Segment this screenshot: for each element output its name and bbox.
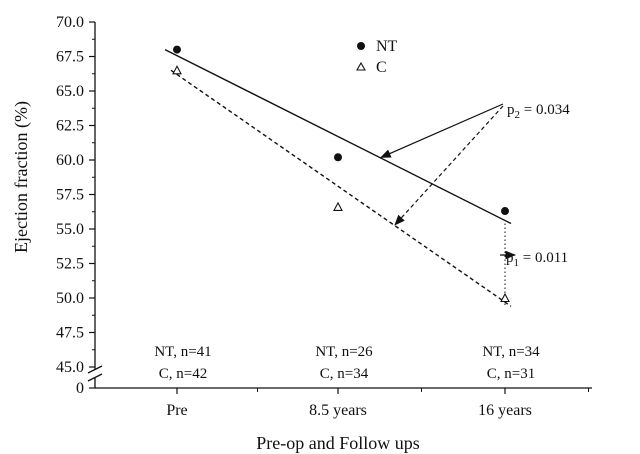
point-c — [500, 292, 510, 303]
point-nt — [334, 153, 342, 162]
sample-size-nt: NT, n=26 — [315, 344, 373, 360]
y-tick-label: 50.0 — [56, 290, 84, 307]
y-axis-title: Ejection fraction (%) — [11, 101, 32, 253]
x-tick-label: Pre — [166, 402, 187, 419]
trend-line-c — [170, 69, 512, 307]
point-c — [172, 65, 182, 75]
sample-size-c: C, n=42 — [159, 366, 207, 382]
y-tick-label: 65.0 — [56, 83, 84, 100]
x-axis-title: Pre-op and Follow ups — [256, 433, 420, 453]
sample-size-c: C, n=34 — [320, 366, 369, 382]
y-tick-label: 57.5 — [56, 187, 84, 204]
y-zero-tick-label: 0 — [76, 380, 84, 397]
legend-nt-marker — [357, 42, 365, 50]
sample-size-nt: NT, n=34 — [482, 344, 540, 360]
y-tick-label: 47.5 — [56, 325, 84, 342]
x-ticks: Pre 8.5 years 16 years — [166, 388, 532, 419]
p1-label: p — [506, 250, 514, 266]
y-tick-label: 60.0 — [56, 152, 84, 169]
p2-arrow-c — [394, 105, 504, 226]
legend-c-marker — [356, 61, 366, 71]
sample-size-nt: NT, n=41 — [154, 344, 211, 360]
legend: NT C — [356, 38, 398, 76]
point-c — [333, 201, 343, 211]
point-nt — [501, 207, 509, 216]
p2-value: = 0.034 — [520, 102, 570, 118]
y-tick-label: 62.5 — [56, 118, 84, 135]
legend-nt-label: NT — [376, 38, 398, 55]
x-tick-label: 16 years — [478, 402, 532, 419]
p1-value: = 0.011 — [519, 250, 568, 266]
y-tick-label: 67.5 — [56, 49, 84, 66]
y-tick-label: 70.0 — [56, 14, 84, 31]
trend-line-nt — [164, 48, 512, 225]
trend-lines — [164, 48, 512, 307]
p2-subscript: 2 — [515, 109, 521, 121]
y-tick-label: 55.0 — [56, 221, 84, 238]
axis-break-symbol — [87, 365, 103, 382]
point-nt — [173, 45, 181, 54]
p2-label: p — [507, 102, 515, 118]
sample-size-labels: NT, n=41 C, n=42 NT, n=26 C, n=34 NT, n=34 C,… — [154, 344, 540, 382]
data-markers — [172, 45, 510, 303]
p1-annotation: p1 = 0.011 — [506, 250, 568, 269]
y-tick-label: 45.0 — [56, 359, 84, 376]
annotation-connectors — [380, 103, 517, 307]
p2-annotation: p2 = 0.034 — [507, 102, 570, 121]
p1-subscript: 1 — [514, 257, 520, 269]
y-tick-label: 52.5 — [56, 256, 84, 273]
x-tick-label: 8.5 years — [309, 402, 367, 419]
sample-size-c: C, n=31 — [487, 366, 535, 382]
p2-arrow-nt — [380, 103, 504, 158]
x-minor-ticks — [257, 388, 589, 392]
legend-c-label: C — [376, 59, 387, 76]
y-ticks: 45.0 47.5 50.0 52.5 55.0 57.5 60.0 62.5 65.0 67.5… — [56, 14, 95, 376]
